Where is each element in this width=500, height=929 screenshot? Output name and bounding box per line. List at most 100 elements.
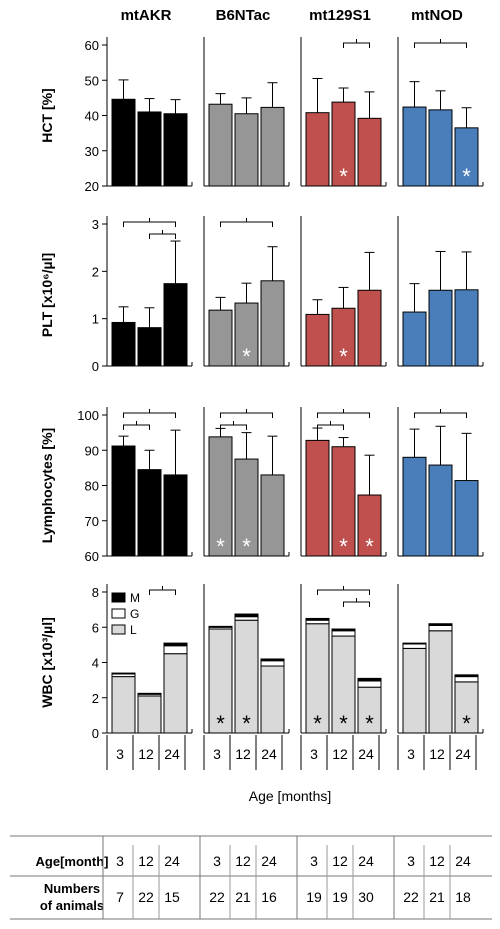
y-tick-label: 80 bbox=[85, 479, 99, 494]
table-age-cell: 12 bbox=[235, 853, 251, 869]
bar bbox=[163, 474, 188, 557]
significance-bracket bbox=[343, 601, 370, 607]
table-count-cell: 15 bbox=[164, 889, 180, 905]
bar-segment-L bbox=[402, 647, 427, 734]
significance-star: * bbox=[216, 534, 225, 559]
table-age-cell: 12 bbox=[138, 853, 154, 869]
significance-bracket bbox=[123, 221, 176, 227]
chart-row-1: PLT [x10⁶/µl] 0 1 2 3 * * bbox=[39, 216, 484, 374]
y-tick-label: 4 bbox=[92, 656, 99, 671]
table-count-cell: 16 bbox=[261, 889, 277, 905]
bar-segment-L bbox=[428, 630, 453, 734]
bar-segment-L bbox=[111, 676, 136, 734]
bar bbox=[163, 113, 188, 187]
bar-segment-M bbox=[137, 692, 162, 695]
bar-segment-G bbox=[428, 624, 453, 632]
y-axis-title: WBC [x10³/µl] bbox=[39, 617, 55, 708]
bar-segment-M bbox=[428, 623, 453, 626]
bar bbox=[111, 98, 136, 187]
significance-star: * bbox=[242, 711, 251, 736]
legend-label-M: M bbox=[130, 591, 140, 605]
significance-bracket bbox=[220, 412, 273, 418]
y-tick-label: 2 bbox=[92, 691, 99, 706]
x-category-label: 24 bbox=[455, 746, 471, 762]
table-count-cell: 7 bbox=[116, 889, 124, 905]
bar bbox=[428, 109, 453, 187]
bar bbox=[260, 280, 285, 367]
significance-star: * bbox=[339, 711, 348, 736]
table-age-cell: 24 bbox=[358, 853, 374, 869]
strain-header-b6ntac: B6NTac bbox=[216, 7, 271, 24]
significance-star: * bbox=[242, 534, 251, 559]
strain-header-mtakr: mtAKR bbox=[121, 7, 172, 24]
bar bbox=[260, 106, 285, 187]
bar bbox=[357, 289, 382, 367]
panel-B6NTac: * bbox=[203, 216, 290, 369]
significance-bracket bbox=[414, 412, 467, 418]
bar-segment-G bbox=[305, 619, 330, 625]
chart-row-0: HCT [%] 20 30 40 50 60 * * bbox=[39, 37, 484, 194]
table-row-label-numbers: Numbers bbox=[44, 881, 100, 896]
significance-bracket bbox=[123, 424, 150, 430]
legend-swatch-L bbox=[111, 624, 126, 635]
table-age-cell: 24 bbox=[261, 853, 277, 869]
bar-segment-G bbox=[234, 616, 259, 621]
bar bbox=[163, 283, 188, 367]
panel-mtAKR bbox=[106, 37, 193, 187]
table-age-cell: 3 bbox=[116, 853, 124, 869]
bar bbox=[137, 469, 162, 557]
bar bbox=[208, 103, 233, 187]
bar bbox=[305, 313, 330, 367]
panel-mtNOD: * bbox=[397, 37, 484, 189]
bar bbox=[111, 445, 136, 557]
bar-segment-M bbox=[208, 625, 233, 628]
table-count-cell: 22 bbox=[138, 889, 154, 905]
y-tick-label: 70 bbox=[85, 514, 99, 529]
x-category-label: 3 bbox=[310, 746, 318, 762]
y-tick-label: 6 bbox=[92, 620, 99, 635]
panel-mtAKR bbox=[106, 407, 193, 557]
x-category-label: 12 bbox=[429, 746, 445, 762]
bar-segment-M bbox=[260, 658, 285, 662]
bar bbox=[137, 327, 162, 367]
panel-mtAKR bbox=[106, 216, 193, 367]
y-tick-label: 40 bbox=[85, 109, 99, 124]
table-age-cell: 12 bbox=[332, 853, 348, 869]
bar-segment-L bbox=[260, 665, 285, 734]
table-row-label-age: Age[month] bbox=[36, 854, 109, 869]
table-count-cell: 18 bbox=[455, 889, 471, 905]
panel-mt129S1: * * * bbox=[300, 584, 387, 736]
y-tick-label: 50 bbox=[85, 73, 99, 88]
bar-segment-G bbox=[357, 680, 382, 688]
bar bbox=[208, 309, 233, 367]
table-row-label-animals: of animals bbox=[40, 898, 104, 913]
significance-bracket bbox=[220, 424, 247, 430]
panel-B6NTac: * * bbox=[203, 584, 290, 736]
x-category-label: 3 bbox=[116, 746, 124, 762]
panel-B6NTac bbox=[203, 37, 290, 187]
y-tick-label: 3 bbox=[92, 217, 99, 232]
bar-segment-M bbox=[331, 628, 356, 632]
significance-star: * bbox=[242, 344, 251, 369]
x-category-label: 24 bbox=[164, 746, 180, 762]
y-tick-label: 8 bbox=[92, 585, 99, 600]
significance-bracket bbox=[317, 412, 370, 418]
legend-swatch-M bbox=[111, 592, 126, 603]
bar bbox=[111, 321, 136, 367]
x-category-label: 12 bbox=[235, 746, 251, 762]
panel-mt129S1: * bbox=[300, 37, 387, 189]
panel-mt129S1: * * bbox=[300, 407, 387, 559]
animal-count-table: Age[month] Numbers of animals 3 7 12 22 24 15 3 22… bbox=[10, 835, 492, 920]
y-tick-label: 60 bbox=[85, 549, 99, 564]
bar bbox=[260, 474, 285, 557]
legend-swatch-G bbox=[111, 608, 126, 619]
table-count-cell: 19 bbox=[332, 889, 348, 905]
significance-star: * bbox=[216, 711, 225, 736]
bar-segment-G bbox=[260, 660, 285, 667]
bar bbox=[137, 111, 162, 187]
panel-mtAKR bbox=[106, 584, 193, 734]
panel-mtNOD bbox=[397, 407, 484, 557]
